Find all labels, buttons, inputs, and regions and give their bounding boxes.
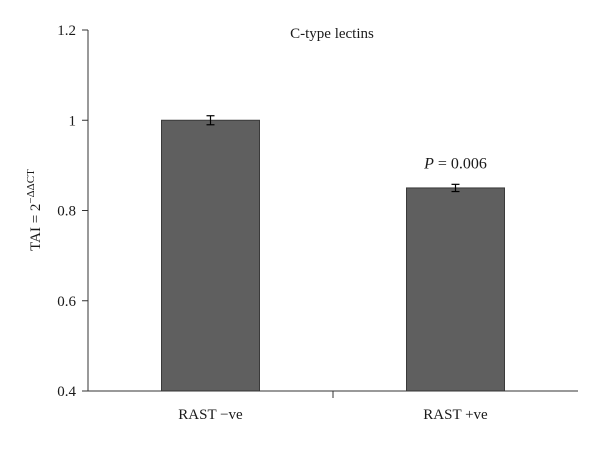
- y-tick-label: 1: [69, 113, 77, 129]
- error-bar-group: [206, 115, 460, 193]
- p-value-text: = 0.006: [434, 155, 487, 172]
- x-tick-group: RAST −ve RAST +ve: [178, 391, 488, 423]
- y-axis-label: TAI = 2−ΔΔCT: [25, 169, 44, 251]
- y-axis-label-base: TAI = 2: [28, 204, 44, 251]
- p-value-symbol: P: [423, 155, 434, 172]
- y-tick-group: 0.4 0.6 0.8 1 1.2: [57, 23, 88, 400]
- y-tick-label: 0.4: [57, 384, 76, 400]
- y-axis-label-superscript: −ΔΔCT: [25, 169, 37, 204]
- annotation-group: P = 0.006: [423, 155, 487, 172]
- bar-1: [406, 187, 505, 392]
- y-tick-label: 0.8: [57, 204, 76, 220]
- bar-0: [161, 119, 260, 392]
- category-label-0: RAST −ve: [178, 407, 243, 423]
- y-tick-label: 1.2: [57, 23, 76, 39]
- p-value-annotation: P = 0.006: [423, 155, 487, 172]
- bar-group: [161, 119, 505, 392]
- chart-title: C-type lectins: [290, 26, 374, 42]
- category-label-1: RAST +ve: [423, 407, 488, 423]
- y-tick-label: 0.6: [57, 294, 76, 310]
